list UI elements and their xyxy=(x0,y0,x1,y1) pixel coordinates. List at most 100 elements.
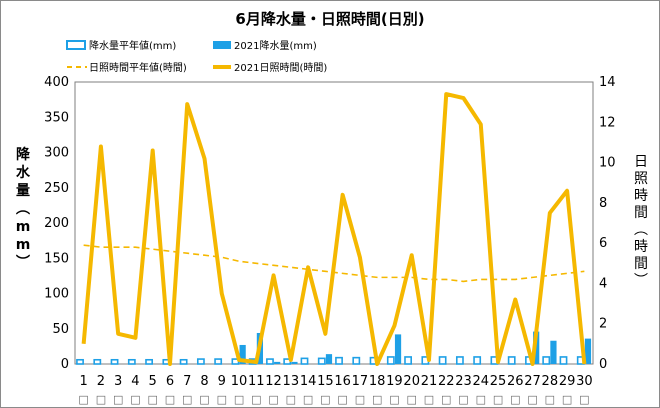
x-tick-label: 25 xyxy=(490,374,507,389)
bar-normal-rain xyxy=(386,356,395,365)
bar-normal-rain xyxy=(352,356,361,365)
y-right-label-char: 時 xyxy=(634,239,648,255)
y-right-tick-label: 8 xyxy=(599,196,607,211)
bar-normal-rain xyxy=(473,356,482,365)
y-right-label-char: ︶ xyxy=(634,273,648,289)
bars xyxy=(76,331,592,365)
bar-normal-rain xyxy=(317,357,326,365)
bar-normal-rain xyxy=(76,358,84,365)
x-tick-label: 10 xyxy=(231,374,248,389)
y-right-tick-label: 14 xyxy=(599,75,616,90)
bar-rain-2021 xyxy=(584,338,592,364)
y-right-label-char: ︵ xyxy=(634,222,648,238)
weekday-glyph: □ xyxy=(113,393,123,406)
x-tick-label: 30 xyxy=(576,374,593,389)
weekday-glyph: □ xyxy=(493,393,503,406)
x-tick-label: 5 xyxy=(149,374,157,389)
bar-normal-rain xyxy=(404,356,413,365)
weekday-glyph: □ xyxy=(510,393,520,406)
y-left-label-char: 量 xyxy=(16,183,30,199)
y-left-label-char: m xyxy=(16,237,31,253)
y-left-label-char: 水 xyxy=(16,164,31,181)
y-left-tick-label: 150 xyxy=(44,251,69,266)
weekday-glyph: □ xyxy=(199,393,209,406)
weekday-glyph: □ xyxy=(165,393,175,406)
weekday-glyph: □ xyxy=(268,393,278,406)
y-right-tick-label: 2 xyxy=(599,317,607,332)
weekday-glyph: □ xyxy=(337,393,347,406)
x-tick-label: 23 xyxy=(455,374,472,389)
x-tick-label: 8 xyxy=(200,374,208,389)
x-tick-label: 15 xyxy=(317,374,334,389)
weekday-glyph: □ xyxy=(579,393,589,406)
y-left-label-char: m xyxy=(16,219,31,235)
weekday-glyph: □ xyxy=(286,393,296,406)
y-left-tick-label: 200 xyxy=(44,216,69,231)
y-right-tick-label: 10 xyxy=(599,156,616,171)
x-tick-label: 17 xyxy=(352,374,369,389)
x-tick-label: 16 xyxy=(334,374,351,389)
x-tick-label: 1 xyxy=(79,374,87,389)
y-right-tick-label: 4 xyxy=(599,276,607,291)
bar-normal-rain xyxy=(438,356,447,365)
weekday-glyph: □ xyxy=(182,393,192,406)
x-tick-label: 27 xyxy=(524,374,541,389)
y-right-label-char: 間 xyxy=(634,256,648,272)
legend-swatch-rain-2021 xyxy=(213,41,231,49)
bar-normal-rain xyxy=(179,358,188,365)
bar-normal-rain xyxy=(110,358,119,365)
x-tick-label: 21 xyxy=(421,374,438,389)
legend-swatch-normal-rain xyxy=(66,40,86,50)
bar-normal-rain xyxy=(196,358,205,365)
bar-rain-2021 xyxy=(394,334,402,364)
legend-label-rain-2021: 2021降水量(mm) xyxy=(234,39,317,52)
x-tick-label: 11 xyxy=(248,374,265,389)
line-sunshine-2021 xyxy=(81,92,587,366)
x-tick-label: 2 xyxy=(97,374,105,389)
lines xyxy=(81,92,587,366)
bar-normal-rain xyxy=(507,356,516,365)
bar-normal-rain xyxy=(559,356,568,365)
y-right-label-char: 間 xyxy=(634,205,648,221)
y-axis-left-ticks: 0 50 100 150 200 250 300 350 400 xyxy=(44,75,69,372)
legend-label-normal-rain: 降水量平年値(mm) xyxy=(89,39,176,52)
weekday-glyph: □ xyxy=(372,393,382,406)
y-left-tick-label: 100 xyxy=(44,287,69,302)
x-tick-label: 26 xyxy=(507,374,524,389)
y-axis-right-label: 日照時間︵時間︶ xyxy=(634,154,648,289)
x-tick-label: 6 xyxy=(166,374,174,389)
weekday-glyph: □ xyxy=(130,393,140,406)
y-right-label-char: 日 xyxy=(634,154,648,170)
y-axis-left-label: 降水量︵mm︶ xyxy=(15,146,31,271)
bar-normal-rain xyxy=(266,358,274,365)
bar-normal-rain xyxy=(300,357,309,365)
bar-rain-2021 xyxy=(291,361,298,364)
bar-rain-2021 xyxy=(274,361,281,364)
bar-normal-rain xyxy=(542,356,551,365)
plot-frame xyxy=(74,81,594,365)
y-right-label-char: 照 xyxy=(634,171,648,187)
weekday-glyph: □ xyxy=(320,393,330,406)
weekday-glyph: □ xyxy=(217,393,227,406)
weekday-glyph: □ xyxy=(96,393,106,406)
x-tick-label: 3 xyxy=(114,374,122,389)
weekday-glyph: □ xyxy=(303,393,313,406)
chart-title: 6月降水量・日照時間(日別) xyxy=(235,10,424,28)
x-tick-label: 29 xyxy=(559,374,576,389)
x-axis-ticks: 1 2 3 4 5 6 7 8 9 10 11 12 13 14 15 16 17 18 19 20 21 22 23 24 2… xyxy=(79,374,592,389)
weekday-glyph: □ xyxy=(527,393,537,406)
x-tick-label: 14 xyxy=(300,374,317,389)
y-left-tick-label: 300 xyxy=(44,146,69,161)
bar-normal-rain xyxy=(145,358,153,365)
x-tick-label: 22 xyxy=(438,374,455,389)
x-tick-label: 28 xyxy=(542,374,559,389)
bar-rain-2021 xyxy=(550,340,557,364)
bar-normal-rain xyxy=(127,358,136,365)
weekday-glyph: □ xyxy=(251,393,261,406)
y-right-tick-label: 0 xyxy=(599,357,607,372)
x-tick-label: 12 xyxy=(265,374,282,389)
x-tick-label: 24 xyxy=(472,374,489,389)
bar-rain-2021 xyxy=(325,354,333,364)
